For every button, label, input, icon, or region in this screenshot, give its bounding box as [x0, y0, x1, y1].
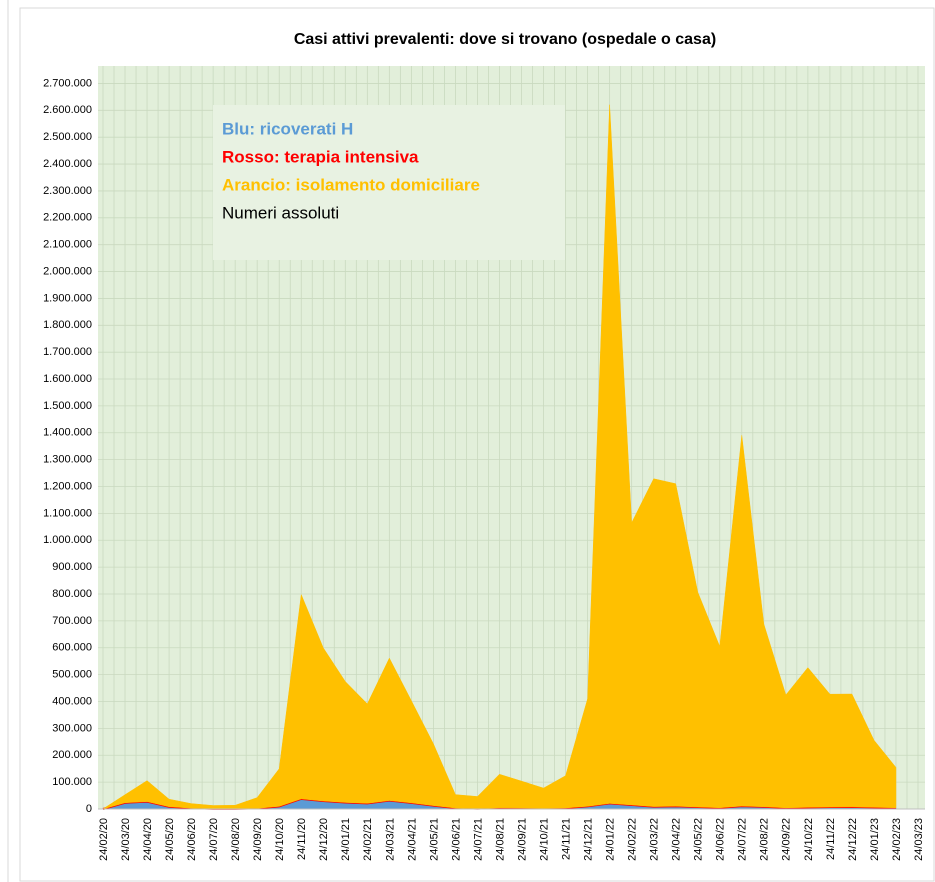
legend-entry: Blu: ricoverati H	[222, 119, 353, 138]
x-tick-label: 24/08/21	[494, 818, 506, 861]
x-tick-label: 24/12/22	[847, 818, 859, 861]
x-tick-label: 24/06/20	[186, 818, 198, 861]
y-tick-label: 700.000	[52, 615, 92, 627]
y-tick-label: 1.700.000	[43, 346, 92, 358]
y-tick-label: 1.000.000	[43, 534, 92, 546]
legend-entry: Rosso: terapia intensiva	[222, 147, 419, 166]
x-tick-label: 24/11/22	[825, 818, 837, 860]
y-tick-label: 1.300.000	[43, 454, 92, 466]
y-tick-label: 100.000	[52, 776, 92, 788]
x-tick-label: 24/03/23	[913, 818, 925, 861]
y-tick-label: 2.300.000	[43, 185, 92, 197]
x-tick-label: 24/01/23	[869, 818, 881, 861]
y-tick-label: 1.800.000	[43, 319, 92, 331]
x-tick-label: 24/03/21	[384, 818, 396, 861]
y-tick-label: 1.200.000	[43, 480, 92, 492]
y-tick-label: 200.000	[52, 749, 92, 761]
area	[102, 104, 897, 810]
x-tick-label: 24/08/20	[230, 818, 242, 861]
y-tick-label: 300.000	[52, 722, 92, 734]
x-tick-label: 24/10/21	[538, 818, 550, 861]
y-tick-label: 2.100.000	[43, 239, 92, 251]
y-tick-label: 1.900.000	[43, 292, 92, 304]
x-tick-label: 24/04/22	[671, 818, 683, 861]
x-tick-label: 24/06/22	[715, 818, 727, 861]
x-tick-label: 24/01/21	[340, 818, 352, 861]
x-tick-label: 24/03/20	[120, 818, 132, 861]
y-tick-label: 500.000	[52, 669, 92, 681]
y-tick-label: 2.600.000	[43, 104, 92, 116]
x-tick-label: 24/04/21	[406, 818, 418, 861]
x-tick-label: 24/02/22	[627, 818, 639, 861]
y-tick-label: 1.400.000	[43, 427, 92, 439]
x-tick-label: 24/12/21	[583, 818, 595, 861]
x-tick-label: 24/02/20	[98, 818, 110, 861]
x-tick-label: 24/09/22	[781, 818, 793, 861]
x-tick-label: 24/12/20	[318, 818, 330, 861]
x-tick-label: 24/09/21	[516, 818, 528, 861]
legend-entry: Arancio: isolamento domiciliare	[222, 175, 480, 194]
y-tick-label: 600.000	[52, 642, 92, 654]
y-tick-label: 800.000	[52, 588, 92, 600]
x-tick-label: 24/03/22	[649, 818, 661, 861]
y-tick-label: 1.600.000	[43, 373, 92, 385]
y-tick-label: 400.000	[52, 695, 92, 707]
chart-title: Casi attivi prevalenti: dove si trovano …	[294, 31, 716, 48]
x-tick-label: 24/07/20	[208, 818, 220, 861]
x-tick-label: 24/06/21	[450, 818, 462, 861]
y-tick-label: 1.500.000	[43, 400, 92, 412]
x-tick-label: 24/07/22	[737, 818, 749, 861]
y-tick-label: 2.500.000	[43, 131, 92, 143]
y-tick-label: 900.000	[52, 561, 92, 573]
y-tick-label: 2.400.000	[43, 158, 92, 170]
y-tick-label: 2.000.000	[43, 265, 92, 277]
x-tick-label: 24/09/20	[252, 818, 264, 861]
legend-box	[213, 105, 565, 260]
x-tick-label: 24/02/23	[891, 818, 903, 861]
x-tick-label: 24/10/20	[274, 818, 286, 861]
x-tick-label: 24/10/22	[803, 818, 815, 861]
x-tick-label: 24/05/21	[428, 818, 440, 861]
x-tick-label: 24/08/22	[759, 818, 771, 861]
x-tick-label: 24/11/20	[296, 818, 308, 860]
x-tick-label: 24/04/20	[142, 818, 154, 861]
y-tick-label: 1.100.000	[43, 507, 92, 519]
x-tick-label: 24/07/21	[472, 818, 484, 861]
annotation: Numeri assoluti	[222, 203, 339, 222]
x-tick-label: 24/05/22	[693, 818, 705, 861]
y-tick-label: 0	[86, 803, 92, 815]
y-tick-label: 2.200.000	[43, 212, 92, 224]
x-tick-label: 24/05/20	[164, 818, 176, 861]
x-tick-label: 24/11/21	[560, 818, 572, 860]
x-tick-label: 24/02/21	[362, 818, 374, 861]
y-tick-label: 2.700.000	[43, 77, 92, 89]
x-tick-label: 24/01/22	[605, 818, 617, 861]
